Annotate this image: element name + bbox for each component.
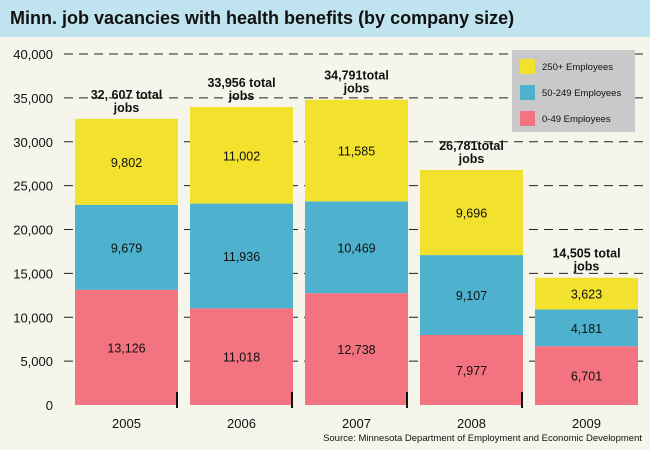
data-label: 7,977: [456, 364, 487, 378]
legend-label: 250+ Employees: [542, 62, 613, 73]
y-tick-label: 35,000: [13, 91, 53, 106]
legend-swatch: [520, 59, 535, 74]
bar-segment: [75, 289, 178, 405]
x-tick-label: 2005: [112, 416, 141, 431]
total-label-line: 34,791total: [324, 69, 389, 83]
bar-segment: [305, 293, 408, 405]
data-label: 11,002: [223, 149, 260, 163]
bar-segment: [305, 99, 408, 202]
data-label: 3,623: [571, 288, 602, 302]
x-tick-label: 2009: [572, 416, 601, 431]
bar-segment: [420, 255, 523, 336]
total-label-line: 32, 607 total: [91, 88, 163, 102]
y-tick-label: 25,000: [13, 179, 53, 194]
data-label: 12,738: [337, 343, 375, 357]
bar-segment: [420, 170, 523, 256]
data-label: 10,469: [337, 241, 375, 255]
x-tick-label: 2007: [342, 416, 371, 431]
total-label-line: jobs: [113, 101, 140, 115]
total-label: 14,505 total jobs: [552, 247, 620, 274]
y-tick-label: 5,000: [20, 354, 53, 369]
legend-swatch: [520, 111, 535, 126]
data-label: 9,679: [111, 241, 142, 255]
bar-segment: [190, 308, 293, 405]
bar-segment: [75, 204, 178, 290]
data-label: 11,018: [223, 351, 260, 365]
data-label: 6,701: [571, 370, 602, 384]
bar-segment: [535, 309, 638, 347]
x-tick-label: 2006: [227, 416, 256, 431]
legend: 250+ Employees 50-249 Employees 0-49 Emplo…: [512, 50, 635, 132]
total-label-line: jobs: [573, 260, 600, 274]
total-label-line: jobs: [228, 89, 255, 103]
data-label: 11,585: [338, 145, 375, 159]
total-label: 26,781total jobs: [439, 139, 504, 166]
data-label: 11,936: [223, 250, 260, 264]
total-label: 33,956 total jobs: [207, 76, 275, 103]
legend-swatch: [520, 85, 535, 100]
chart-title: Minn. job vacancies with health benefits…: [10, 8, 515, 28]
total-label-line: 14,505 total: [552, 247, 620, 261]
y-tick-label: 0: [46, 398, 53, 413]
legend-label: 0-49 Employees: [542, 114, 611, 125]
data-label: 9,696: [456, 207, 487, 221]
y-tick-label: 40,000: [13, 47, 53, 62]
data-label: 4,181: [571, 322, 602, 336]
bar-segment: [420, 335, 523, 405]
bar-segment: [535, 346, 638, 405]
bar-segment: [190, 203, 293, 309]
bar-segment: [305, 201, 408, 294]
total-label-line: 26,781total: [439, 139, 504, 153]
bar-segment: [75, 118, 178, 205]
total-label-line: jobs: [343, 82, 370, 96]
axes: 0 5,000 10,000 15,000 20,000 25,000 30,000 35,0…: [13, 47, 601, 431]
total-label-line: jobs: [458, 152, 485, 166]
y-tick-label: 15,000: [13, 266, 53, 281]
y-tick-label: 10,000: [13, 310, 53, 325]
x-tick-label: 2008: [457, 416, 486, 431]
bar-segment: [190, 107, 293, 204]
y-tick-label: 20,000: [13, 223, 53, 238]
total-label: 34,791total jobs: [324, 69, 389, 96]
data-label: 9,107: [456, 289, 487, 303]
y-tick-label: 30,000: [13, 135, 53, 150]
bar-segment: [535, 277, 638, 310]
data-label: 9,802: [111, 156, 142, 170]
legend-label: 50-249 Employees: [542, 88, 621, 99]
source-note: Source: Minnesota Department of Employme…: [323, 433, 642, 444]
title-bar: Minn. job vacancies with health benefits…: [0, 0, 650, 37]
total-label: 32, 607 total jobs: [91, 88, 163, 115]
total-label-line: 33,956 total: [207, 76, 275, 90]
data-label: 13,126: [107, 341, 145, 355]
